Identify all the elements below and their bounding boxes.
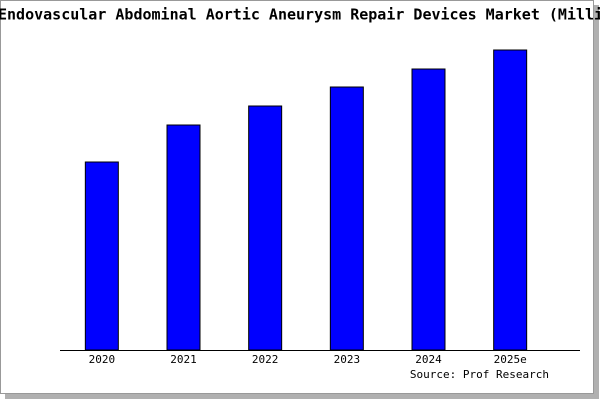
chart-title: Endovascular Abdominal Aortic Aneurysm R… bbox=[0, 6, 600, 24]
x-tick-label: 2021 bbox=[170, 353, 197, 366]
x-tick-label: 2025e bbox=[494, 353, 527, 366]
bar bbox=[84, 161, 119, 351]
x-tick-label: 2020 bbox=[89, 353, 116, 366]
x-tick-label: 2024 bbox=[415, 353, 442, 366]
x-tick-label: 2023 bbox=[334, 353, 361, 366]
bar bbox=[166, 124, 201, 351]
bar bbox=[411, 68, 446, 351]
bar bbox=[493, 49, 528, 351]
bar bbox=[329, 86, 364, 351]
x-tick-label: 2022 bbox=[252, 353, 279, 366]
source-note: Source: Prof Research bbox=[410, 368, 549, 381]
bar bbox=[248, 105, 283, 351]
